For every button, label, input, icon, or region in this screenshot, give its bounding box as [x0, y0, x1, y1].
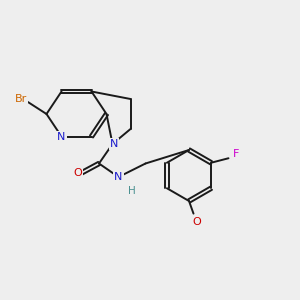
Text: H: H — [128, 185, 136, 196]
Text: O: O — [74, 168, 82, 178]
Text: O: O — [192, 217, 201, 227]
Text: F: F — [232, 149, 239, 159]
Text: N: N — [110, 139, 118, 149]
Text: Br: Br — [15, 94, 27, 104]
Text: N: N — [57, 131, 66, 142]
Text: N: N — [114, 172, 123, 182]
